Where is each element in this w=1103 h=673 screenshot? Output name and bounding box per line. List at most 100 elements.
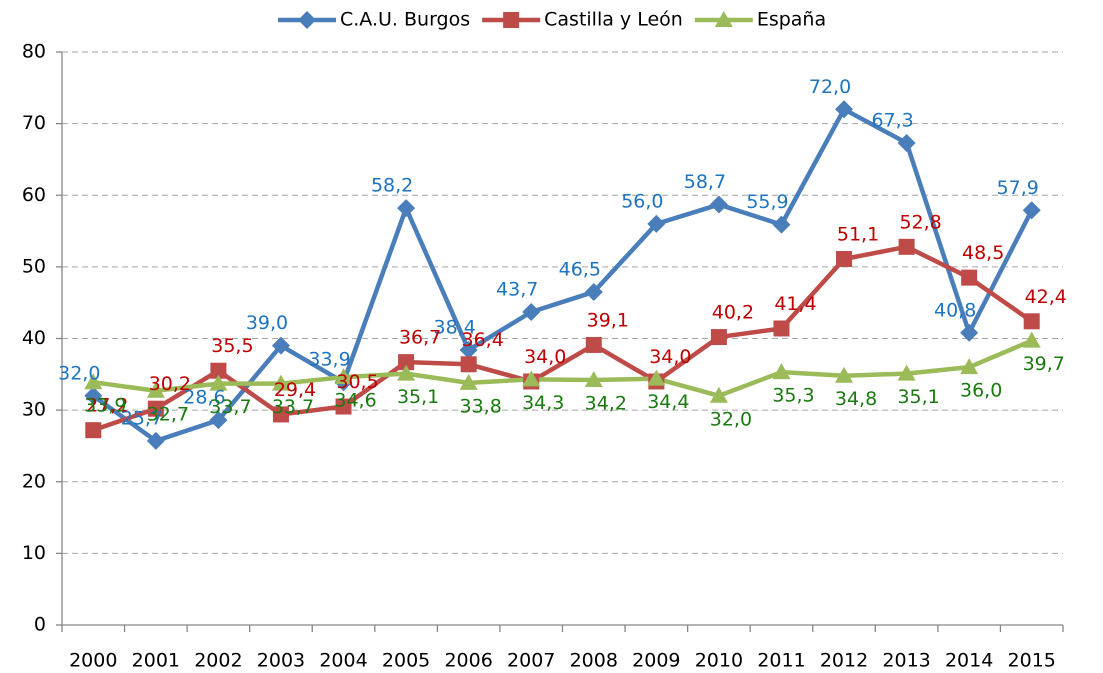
marker: [584, 371, 603, 388]
data-label: 34,4: [647, 391, 689, 413]
data-label: 33,8: [460, 395, 502, 417]
data-label: 35,5: [211, 335, 253, 357]
data-label: 30,5: [336, 371, 378, 393]
x-tick-label: 2011: [757, 650, 805, 672]
marker: [772, 215, 791, 234]
y-tick-label: 70: [22, 112, 46, 134]
x-tick-label: 2010: [695, 650, 743, 672]
marker: [585, 336, 602, 353]
marker: [714, 11, 733, 27]
marker: [459, 340, 478, 359]
y-tick-label: 30: [22, 399, 46, 421]
marker: [647, 214, 666, 233]
marker: [772, 363, 791, 380]
y-tick-label: 20: [22, 470, 46, 492]
y-tick-label: 0: [34, 614, 46, 636]
y-tick-label: 60: [22, 184, 46, 206]
marker: [835, 100, 854, 119]
data-label: 29,4: [274, 379, 316, 401]
marker: [709, 386, 728, 403]
marker: [210, 362, 227, 379]
y-tick-label: 40: [22, 327, 46, 349]
marker: [272, 406, 289, 423]
data-label: 34,0: [649, 346, 691, 368]
x-tick-label: 2008: [570, 650, 618, 672]
marker: [522, 302, 541, 321]
x-tick-label: 2012: [820, 650, 868, 672]
x-tick-label: 2004: [319, 650, 367, 672]
data-label: 33,7: [209, 396, 251, 418]
marker: [85, 422, 102, 439]
legend-label: España: [757, 9, 826, 31]
data-label: 39,1: [587, 309, 629, 331]
marker: [397, 364, 416, 381]
marker: [503, 12, 520, 28]
data-label: 43,7: [496, 278, 538, 300]
data-label: 27,2: [86, 395, 128, 417]
marker: [647, 369, 666, 386]
data-label: 33,7: [272, 396, 314, 418]
marker: [209, 374, 228, 391]
marker: [710, 329, 727, 346]
data-label: 32,0: [710, 408, 752, 430]
data-label: 72,0: [809, 76, 851, 98]
data-label: 33,9: [308, 349, 350, 371]
marker: [960, 358, 979, 375]
data-label: 38,4: [434, 316, 476, 338]
data-label: 34,3: [522, 392, 564, 414]
marker: [147, 400, 164, 417]
data-label: 32,7: [147, 403, 189, 425]
marker: [835, 366, 854, 383]
marker: [84, 373, 103, 390]
data-label: 39,7: [1023, 353, 1065, 375]
data-label: 35,1: [897, 386, 939, 408]
data-label: 58,2: [371, 175, 413, 197]
data-label: 52,8: [899, 211, 941, 233]
series-line: [92, 338, 1033, 399]
data-label: 41,4: [774, 293, 816, 315]
x-tick-label: 2013: [882, 650, 930, 672]
data-label: 34,8: [835, 388, 877, 410]
marker: [298, 11, 316, 29]
data-label: 35,3: [772, 385, 814, 407]
x-tick-label: 2002: [194, 650, 242, 672]
data-label: 30,2: [149, 373, 191, 395]
marker: [584, 282, 603, 301]
marker: [773, 320, 790, 337]
series-line: [92, 244, 1034, 433]
marker: [84, 386, 103, 405]
marker: [209, 411, 228, 430]
marker: [335, 398, 352, 415]
legend-label: C.A.U. Burgos: [340, 9, 470, 31]
data-label: 34,2: [585, 393, 627, 415]
marker: [1022, 201, 1041, 220]
data-label: 42,4: [1025, 286, 1067, 308]
data-label: 34,0: [524, 346, 566, 368]
data-label: 40,2: [712, 302, 754, 324]
data-label: 28,6: [183, 387, 225, 409]
marker: [334, 368, 353, 385]
marker: [836, 250, 853, 267]
marker: [898, 238, 915, 255]
x-tick-label: 2005: [382, 650, 430, 672]
x-tick-label: 2007: [507, 650, 555, 672]
data-label: 36,7: [399, 327, 441, 349]
marker: [522, 370, 541, 387]
data-label: 25,7: [121, 407, 163, 429]
data-label: 51,1: [837, 223, 879, 245]
data-label: 67,3: [871, 109, 913, 131]
data-label: 57,9: [997, 177, 1039, 199]
x-tick-label: 2015: [1008, 650, 1056, 672]
marker: [1023, 313, 1040, 330]
marker: [961, 269, 978, 286]
marker: [897, 364, 916, 381]
x-tick-label: 2009: [632, 650, 680, 672]
x-tick-label: 2001: [132, 650, 180, 672]
y-tick-label: 10: [22, 542, 46, 564]
x-tick-label: 2000: [69, 650, 117, 672]
x-tick-label: 2014: [945, 650, 993, 672]
marker: [709, 195, 728, 214]
marker: [146, 381, 165, 398]
marker: [271, 374, 290, 391]
